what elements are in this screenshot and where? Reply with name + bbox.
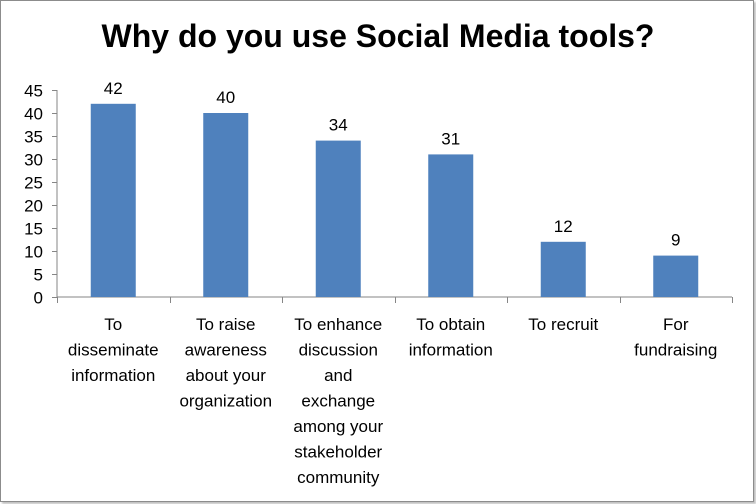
y-tick-label: 35 [24,128,43,147]
data-labels: 42 40 34 31 12 9 [104,79,681,250]
y-tick-label: 40 [24,105,43,124]
data-label: 31 [441,129,460,148]
y-tick-label: 10 [24,243,43,262]
bar [428,154,474,297]
y-tick-labels: 0 5 10 15 20 25 30 35 40 45 [24,82,43,308]
bars [90,103,699,297]
y-tick-label: 15 [24,220,43,239]
bar [90,103,136,297]
x-tick-label: To disseminate information [68,315,159,385]
bar [203,113,249,297]
y-tick-label: 25 [24,174,43,193]
x-tick-label: For fundraising [634,315,717,360]
x-tick-label: To obtain information [409,315,493,360]
bar [315,140,361,297]
y-tick-label: 5 [34,266,43,285]
data-label: 34 [329,116,348,135]
y-tick-label: 20 [24,197,43,216]
x-tick-label: To raise awareness about your organization [179,315,272,411]
chart-title: Why do you use Social Media tools? [101,18,655,54]
data-label: 42 [104,79,123,98]
axes [52,90,733,303]
bar [653,255,699,297]
data-label: 40 [216,88,235,107]
data-label: 9 [671,231,680,250]
bar [540,241,586,297]
y-tick-label: 30 [24,151,43,170]
x-tick-label: To enhance discussion and exchange among you… [293,315,383,487]
data-label: 12 [554,217,573,236]
x-tick-labels: To disseminate information To raise awarenes… [68,315,717,487]
y-tick-label: 0 [34,289,43,308]
y-tick-label: 45 [24,82,43,101]
x-tick-label: To recruit [528,315,598,334]
